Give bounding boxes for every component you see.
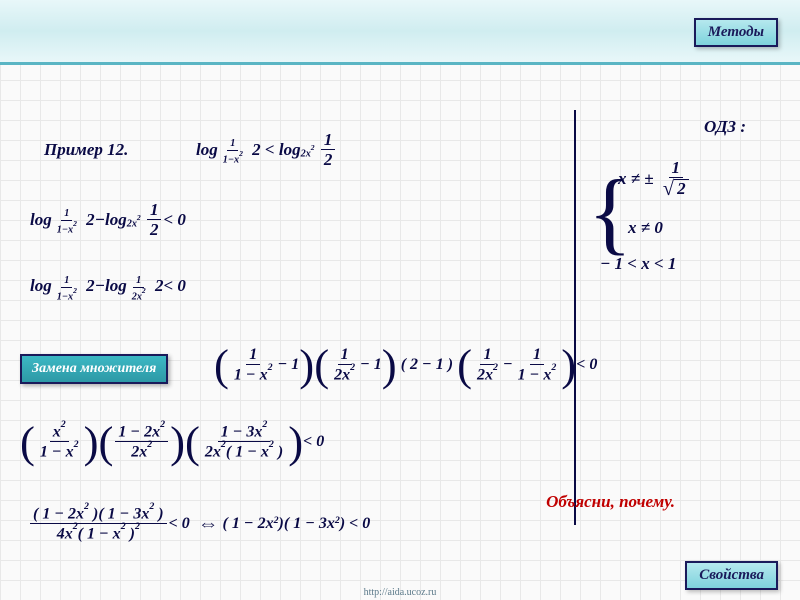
odz-separator xyxy=(574,110,576,525)
odz-cond-3: − 1 < x < 1 xyxy=(600,254,676,274)
odz-cond-2: x ≠ 0 xyxy=(628,218,663,238)
footer-url: http://aida.ucoz.ru xyxy=(0,587,800,598)
final-line: ( 1 − 2x2 )( 1 − 3x2 ) 4x2( 1 − x2 )2 < … xyxy=(28,504,370,544)
explain-label: Объясни, почему. xyxy=(546,492,675,512)
eq-line-2: log 11−x2 2 − log 2x2 12 < 0 xyxy=(30,200,186,239)
example-equation: log 11−x2 2 < log 2x2 12 xyxy=(196,130,337,169)
example-label: Пример 12. xyxy=(44,140,128,160)
properties-button[interactable]: Свойства xyxy=(685,561,778,590)
methods-button[interactable]: Методы xyxy=(694,18,778,47)
odz-label: ОДЗ : xyxy=(704,117,746,137)
odz-cond-1: x ≠ ± 1√2 xyxy=(618,158,694,200)
header-bar xyxy=(0,0,800,65)
substitution-badge: Замена множителя xyxy=(20,354,168,384)
product-line-2: ( x21 − x2 ) ( 1 − 2x22x2 ) ( 1 − 3x22x2… xyxy=(20,422,324,462)
content-area: Пример 12. ОДЗ : log 11−x2 2 < log 2x2 1… xyxy=(0,0,800,600)
product-line-1: ( 11 − x2 − 1 ) ( 12x2 − 1 ) ( 2 − 1 ) (… xyxy=(214,346,597,384)
eq-line-3: log 11−x2 2 − log 12x2 2 < 0 xyxy=(30,272,186,301)
